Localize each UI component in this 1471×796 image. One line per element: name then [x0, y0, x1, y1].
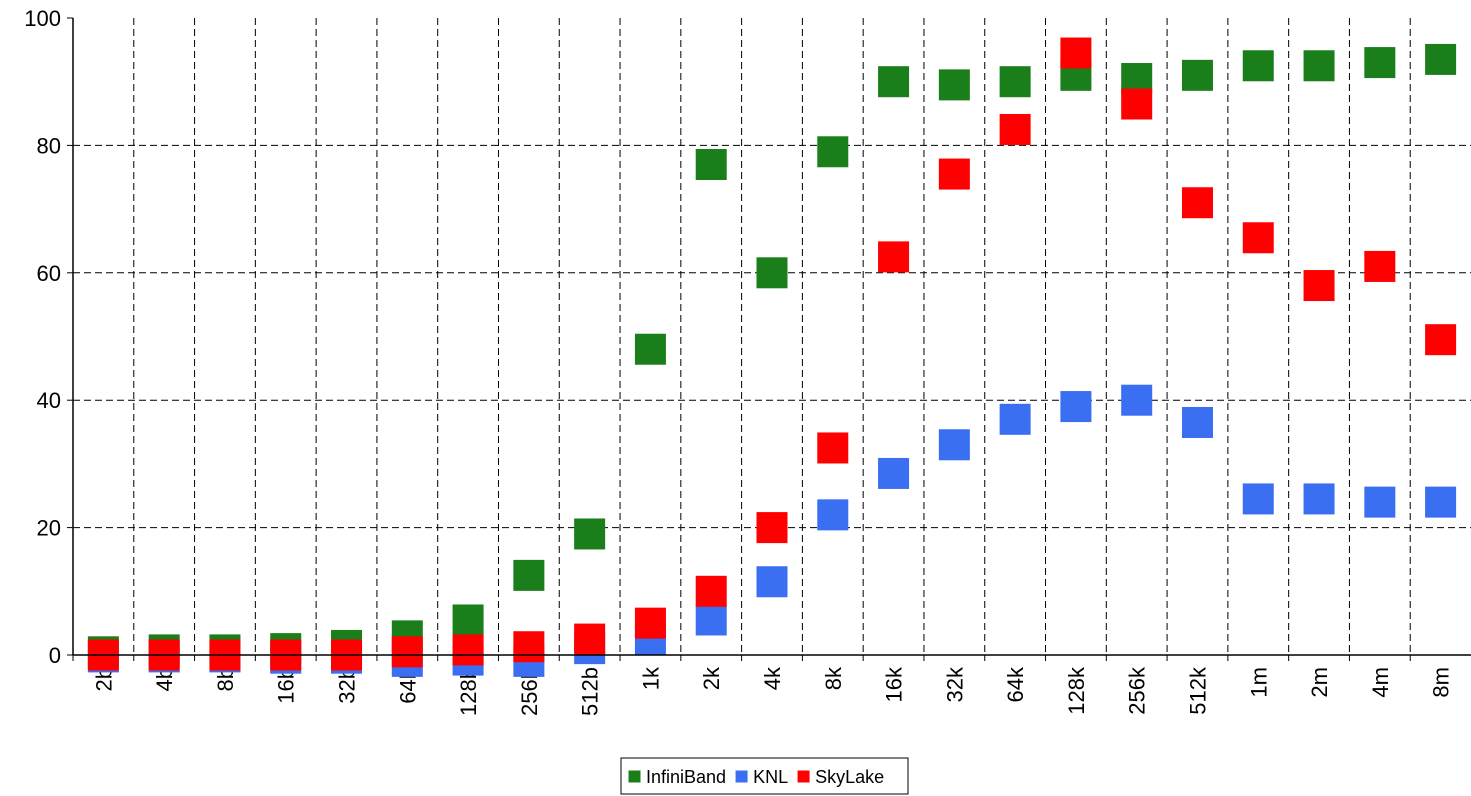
legend-box	[620, 757, 909, 795]
data-point	[1364, 250, 1396, 282]
y-tick-label: 80	[37, 133, 61, 158]
data-point	[999, 403, 1031, 435]
data-point	[1242, 50, 1274, 82]
x-tick-label: 4k	[760, 666, 785, 690]
x-tick-label: 1k	[638, 666, 663, 690]
data-point	[756, 512, 788, 544]
data-point	[1425, 43, 1457, 75]
chart-marks	[87, 37, 1457, 677]
axes	[72, 18, 1471, 656]
data-point	[1121, 384, 1153, 416]
x-axis-ticks: 2b 4b 8b 16b 32b 64b 128b 256b 512b 1k 2k 4k 8k 16k 32…	[72, 655, 1454, 716]
data-point	[1303, 270, 1335, 302]
data-point	[1364, 47, 1396, 79]
data-point	[878, 457, 910, 489]
data-point	[938, 429, 970, 461]
data-point	[1242, 222, 1274, 254]
grid	[73, 18, 1471, 655]
legend-label: SkyLake	[815, 767, 884, 787]
data-point	[1303, 50, 1335, 82]
data-point	[1242, 483, 1274, 515]
x-tick-label: 2m	[1307, 667, 1332, 698]
data-point	[513, 559, 545, 591]
data-point	[452, 604, 484, 636]
x-tick-label: 1m	[1246, 667, 1271, 698]
x-tick-label: 512k	[1185, 666, 1210, 715]
data-point	[695, 575, 727, 607]
series-skylake	[87, 37, 1457, 671]
data-point	[1121, 88, 1153, 120]
data-point	[1303, 483, 1335, 515]
data-point	[695, 149, 727, 181]
x-tick-label: 4m	[1368, 667, 1393, 698]
data-point	[452, 634, 484, 666]
x-tick-label: 2k	[699, 666, 724, 690]
data-point	[695, 604, 727, 636]
data-point	[817, 432, 849, 464]
data-point	[513, 631, 545, 663]
data-point	[1425, 486, 1457, 518]
y-tick-label: 60	[37, 261, 61, 286]
y-axis-ticks: 0 20 40 60 80 100	[24, 6, 73, 668]
data-point	[1364, 486, 1396, 518]
data-point	[756, 257, 788, 289]
legend-label: InfiniBand	[646, 767, 726, 787]
x-tick-label: 256k	[1125, 666, 1150, 715]
x-tick-label: 512b	[578, 667, 603, 716]
data-point	[938, 158, 970, 190]
legend-swatch	[797, 770, 810, 783]
data-point	[938, 69, 970, 101]
data-point	[634, 333, 666, 365]
data-point	[1425, 324, 1457, 356]
x-tick-label: 8k	[821, 666, 846, 690]
data-point	[878, 241, 910, 273]
data-point	[1181, 406, 1213, 438]
data-point	[1060, 37, 1092, 69]
data-point	[878, 66, 910, 98]
y-tick-label: 20	[37, 516, 61, 541]
y-tick-label: 100	[24, 6, 61, 31]
data-point	[391, 636, 423, 668]
data-point	[999, 66, 1031, 98]
data-point	[817, 136, 849, 168]
data-point	[999, 113, 1031, 145]
x-tick-label: 16k	[882, 666, 907, 702]
y-tick-label: 40	[37, 388, 61, 413]
legend: InfiniBand KNL SkyLake	[620, 757, 909, 795]
legend-swatch	[628, 770, 641, 783]
data-point	[574, 518, 606, 550]
x-tick-label: 64k	[1003, 666, 1028, 702]
x-tick-label: 8m	[1429, 667, 1454, 698]
legend-label: KNL	[753, 767, 788, 787]
data-point	[634, 607, 666, 639]
data-point	[1060, 391, 1092, 423]
data-point	[574, 623, 606, 655]
y-tick-label: 0	[49, 643, 61, 668]
data-point	[1181, 187, 1213, 219]
data-point	[1181, 59, 1213, 91]
legend-swatch	[735, 770, 748, 783]
x-tick-label: 128k	[1064, 666, 1089, 715]
x-tick-label: 32k	[942, 666, 967, 702]
data-point	[817, 499, 849, 531]
data-point	[756, 566, 788, 598]
